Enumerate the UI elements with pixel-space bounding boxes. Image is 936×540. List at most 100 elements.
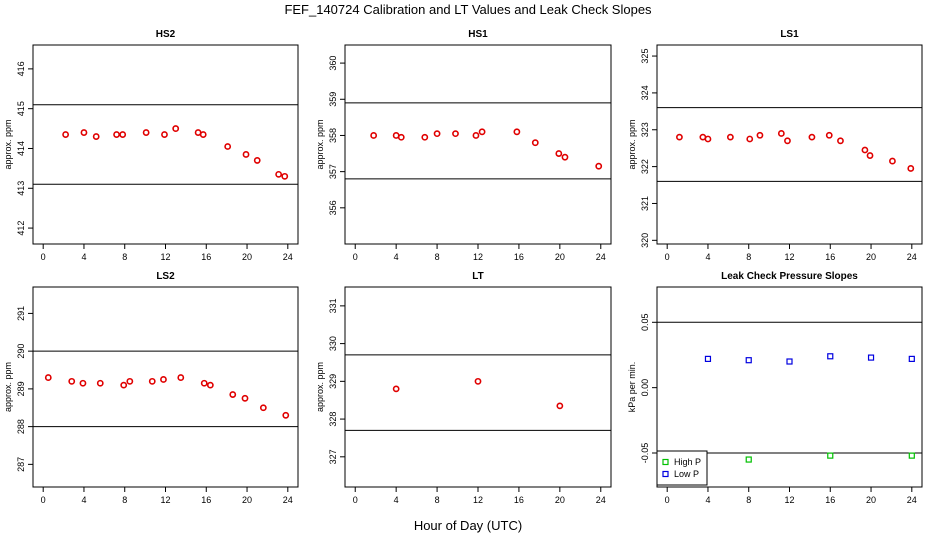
x-tick-label: 24 [283, 252, 293, 262]
data-point [370, 132, 378, 139]
x-tick-label: 16 [514, 252, 524, 262]
data-point [595, 162, 603, 170]
legend-box [656, 450, 708, 486]
y-axis-label: approx. ppm [3, 119, 13, 169]
plot-frame [344, 44, 612, 245]
data-point [786, 358, 793, 365]
plot-frame [32, 44, 299, 245]
x-tick-label: 4 [705, 495, 710, 505]
data-point [726, 133, 734, 141]
panel-4: LS2 0 4 8 12 16 20 24 287 288 289 290 291 approx. ppm [3, 271, 299, 505]
legend: High P Low P [656, 450, 708, 486]
x-tick-label: 8 [122, 252, 127, 262]
plot-frame [32, 286, 299, 488]
data-point [756, 131, 764, 139]
x-tick-label: 16 [201, 252, 211, 262]
data-point [513, 128, 521, 136]
panel-title: HS1 [468, 29, 488, 40]
data-point [120, 381, 128, 389]
data-point [478, 128, 486, 136]
data-point [68, 377, 76, 385]
data-point [889, 157, 896, 165]
data-point [172, 125, 180, 132]
y-tick-label: 0.05 [640, 314, 650, 332]
x-tick-label: 0 [353, 252, 358, 262]
data-point [229, 391, 237, 398]
x-tick-label: 8 [435, 495, 440, 505]
data-point [392, 385, 400, 393]
x-tick-label: 8 [746, 495, 751, 505]
data-point [275, 170, 283, 178]
x-tick-label: 4 [394, 252, 399, 262]
data-point [206, 381, 214, 389]
x-tick-label: 0 [41, 252, 46, 262]
data-point [745, 456, 752, 463]
x-tick-label: 4 [705, 252, 710, 262]
data-point [531, 139, 539, 147]
y-tick-label: 412 [16, 221, 26, 236]
data-point [148, 377, 156, 385]
x-tick-label: 12 [784, 495, 794, 505]
chart-title: FEF_140724 Calibration and LT Values and… [284, 2, 652, 17]
panel-2: HS1 0 4 8 12 16 20 24 356 357 358 359 360 approx. ppm [315, 29, 612, 262]
data-point [746, 135, 754, 143]
plot-frame [656, 44, 923, 245]
x-tick-label: 20 [866, 252, 876, 262]
data-point [676, 133, 683, 141]
data-point [827, 452, 834, 459]
x-tick-label: 4 [81, 495, 86, 505]
y-tick-label: 358 [328, 128, 338, 143]
data-point [242, 151, 250, 158]
data-point [142, 129, 150, 136]
data-point [808, 133, 816, 141]
data-point [397, 133, 405, 141]
plot-frame [344, 286, 612, 488]
x-tick-label: 0 [41, 495, 46, 505]
y-tick-label: 323 [640, 122, 650, 137]
data-point [199, 131, 207, 138]
data-point [866, 152, 874, 159]
x-tick-label: 24 [596, 495, 606, 505]
y-tick-label: 288 [16, 419, 26, 434]
data-point [561, 153, 569, 161]
y-axis-label: approx. ppm [315, 362, 325, 412]
legend-label: High P [674, 457, 701, 467]
x-tick-label: 8 [435, 252, 440, 262]
y-tick-label: 291 [16, 306, 26, 321]
x-tick-label: 8 [746, 252, 751, 262]
data-point [704, 135, 712, 143]
data-point [79, 379, 87, 387]
data-point [704, 355, 712, 362]
panel-5: LT 0 4 8 12 16 20 24 327 328 329 330 331 approx. ppm [315, 271, 612, 505]
y-tick-label: 290 [16, 344, 26, 359]
x-axis-label: Hour of Day (UTC) [413, 518, 523, 533]
data-point [827, 353, 834, 360]
x-tick-label: 16 [514, 495, 524, 505]
data-point [282, 411, 290, 419]
panel-title: Leak Check Pressure Slopes [721, 271, 858, 282]
data-point [161, 131, 168, 138]
x-tick-label: 4 [394, 495, 399, 505]
y-tick-label: 359 [328, 92, 338, 107]
data-point [44, 374, 52, 381]
panel-6: Leak Check Pressure Slopes 0 4 8 12 16 20 24 -0.… [627, 271, 923, 505]
x-tick-label: 0 [665, 495, 670, 505]
y-tick-label: 287 [16, 457, 26, 472]
data-point [556, 402, 564, 410]
y-tick-label: 357 [328, 164, 338, 179]
panel-title: LT [472, 271, 483, 282]
data-point [421, 133, 429, 141]
data-point [867, 354, 875, 361]
data-point [126, 377, 134, 385]
data-point [784, 137, 791, 145]
y-tick-label: 329 [328, 374, 338, 389]
data-point [861, 146, 869, 154]
data-point [253, 157, 261, 164]
data-point [113, 131, 120, 138]
data-point [160, 376, 167, 383]
x-tick-label: 0 [665, 252, 670, 262]
data-point [62, 131, 70, 138]
x-tick-label: 20 [242, 252, 252, 262]
data-point [80, 129, 88, 136]
